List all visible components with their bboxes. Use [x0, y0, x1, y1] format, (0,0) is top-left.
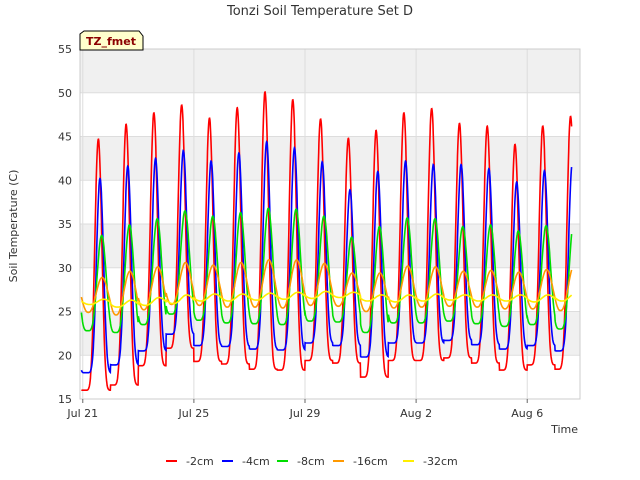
x-tick-label: Aug 2	[400, 407, 432, 420]
x-tick-label: Jul 29	[289, 407, 321, 420]
chart-title: Tonzi Soil Temperature Set D	[226, 4, 413, 19]
legend-label: -8cm	[297, 455, 325, 468]
x-tick-label: Aug 6	[511, 407, 543, 420]
legend-label: -16cm	[353, 455, 388, 468]
y-tick-label: 35	[58, 218, 72, 231]
x-tick-label: Jul 21	[66, 407, 98, 420]
series-line--4cm	[80, 140, 573, 375]
y-tick-label: 40	[58, 174, 72, 187]
x-tick-label: Jul 25	[178, 407, 210, 420]
legend-item--4cm: -4cm	[222, 455, 270, 468]
legend-label: -32cm	[423, 455, 458, 468]
legend: -2cm -4cm -8cm -16cm -32cm	[166, 455, 458, 468]
series-layer	[80, 91, 573, 392]
y-tick-label: 30	[58, 262, 72, 275]
y-tick-label: 45	[58, 131, 72, 144]
x-axis-label: Time	[550, 423, 578, 436]
plot-frame	[79, 48, 581, 400]
legend-label: -2cm	[186, 455, 214, 468]
x-ticks: Jul 21 Jul 25 Jul 29 Aug 2 Aug 6	[66, 399, 543, 420]
legend-item--8cm: -8cm	[277, 455, 325, 468]
plot-band	[80, 224, 580, 268]
legend-label: -4cm	[242, 455, 270, 468]
y-tick-label: 20	[58, 349, 72, 362]
y-ticks: 15 20 25 30 35 40 45 50 55	[58, 43, 72, 406]
legend-item--16cm: -16cm	[333, 455, 388, 468]
tag-label: TZ_fmet	[86, 35, 136, 48]
plot-band	[80, 49, 580, 93]
y-axis-label: Soil Temperature (C)	[7, 170, 20, 283]
y-tick-label: 25	[58, 306, 72, 319]
series-line--32cm	[80, 290, 573, 308]
legend-item--32cm: -32cm	[403, 455, 458, 468]
plot-band	[80, 136, 580, 181]
tz-tag: TZ_fmet	[79, 30, 144, 51]
y-tick-label: 55	[58, 43, 72, 56]
series-line--16cm	[80, 259, 573, 316]
tag-box	[79, 30, 144, 51]
y-tick-label: 50	[58, 87, 72, 100]
y-tick-label: 15	[58, 393, 72, 406]
legend-item--2cm: -2cm	[166, 455, 214, 468]
axes	[79, 48, 581, 400]
